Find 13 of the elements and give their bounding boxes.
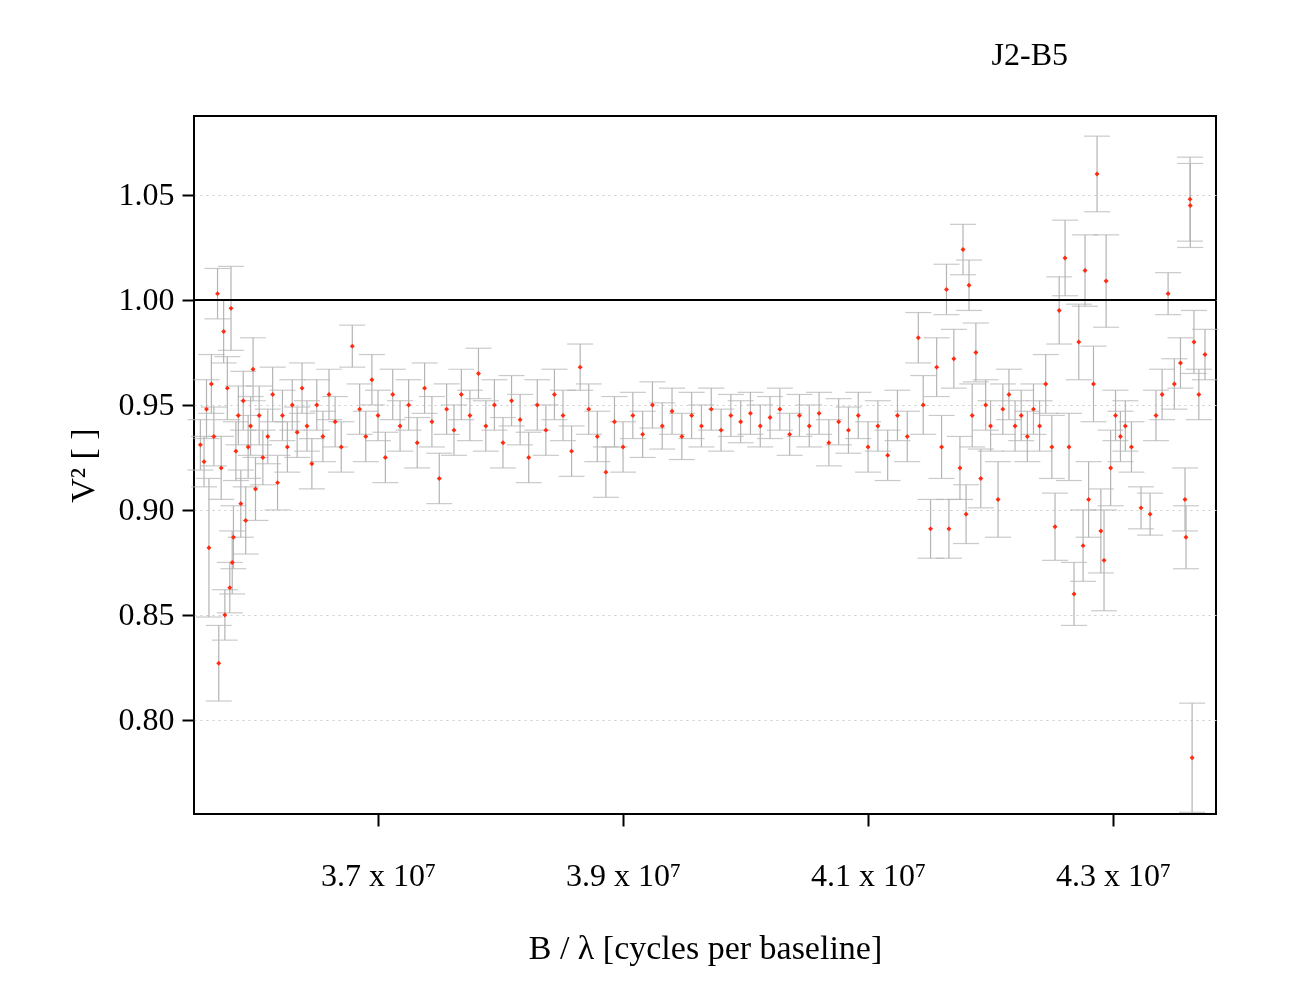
y-tick-label: 0.90 bbox=[118, 491, 175, 528]
x-tick-label: 3.9 x 10⁷ bbox=[565, 856, 682, 893]
y-tick-label: 0.95 bbox=[118, 386, 175, 423]
y-tick-label: 1.00 bbox=[118, 281, 175, 318]
y-tick-label: 0.85 bbox=[118, 596, 175, 633]
x-tick-label: 4.1 x 10⁷ bbox=[810, 856, 927, 893]
x-axis-title: B / λ [cycles per baseline] bbox=[528, 928, 883, 966]
x-tick-label: 4.3 x 10⁷ bbox=[1056, 856, 1172, 893]
y-axis-title: V² [ ] bbox=[63, 428, 101, 503]
y-tick-label: 1.05 bbox=[118, 176, 175, 213]
y-tick-label: 0.80 bbox=[118, 701, 175, 738]
x-tick-label: 3.7 x 10⁷ bbox=[320, 856, 437, 893]
chart-title: J2-B5 bbox=[991, 36, 1068, 72]
